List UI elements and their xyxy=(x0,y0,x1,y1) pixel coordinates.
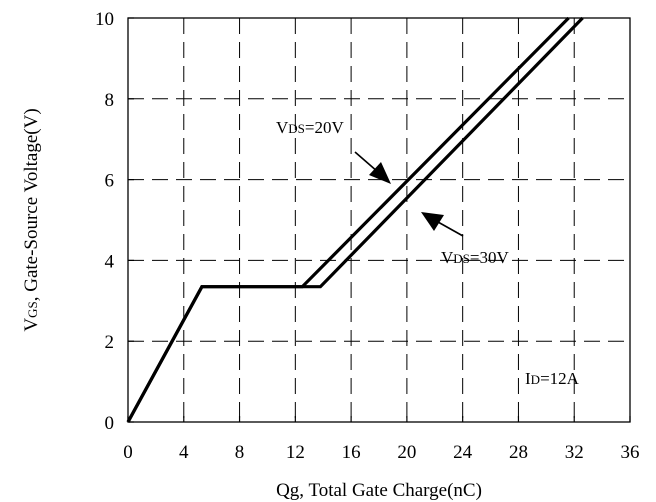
y-tick-label: 2 xyxy=(105,332,115,353)
vds-20v-label-main: V xyxy=(276,118,289,137)
x-tick-label: 32 xyxy=(565,442,584,463)
id-condition-main: I xyxy=(525,369,531,388)
x-tick-label: 8 xyxy=(235,442,245,463)
y-tick-label: 0 xyxy=(105,413,115,434)
x-axis-label: Qg, Total Gate Charge(nC) xyxy=(276,480,482,501)
id-condition-sub: D xyxy=(531,372,540,387)
y-axis-label: VGS, Gate-Source Voltage(V) xyxy=(21,108,42,331)
series-line-vds-20v xyxy=(126,16,570,423)
y-axis-label-rest: , Gate-Source Voltage(V) xyxy=(21,108,42,301)
id-condition-label: ID=12A xyxy=(525,369,580,388)
y-tick-label: 6 xyxy=(105,171,115,192)
y-tick-label: 8 xyxy=(105,90,115,111)
vds-30v-label-main: V xyxy=(441,248,454,267)
series-lines xyxy=(126,16,584,423)
y-tick-label: 10 xyxy=(95,9,114,30)
vds-30v-label-rest: =30V xyxy=(470,248,510,267)
vds-20v-label: VDS=20V xyxy=(276,118,344,137)
x-tick-label: 36 xyxy=(621,442,640,463)
series-line-vds-30v xyxy=(126,16,584,423)
vds-30v-arrow xyxy=(421,212,464,237)
x-tick-label: 4 xyxy=(179,442,189,463)
vds-20v-label-rest: =20V xyxy=(305,118,345,137)
vds-20v-arrow xyxy=(354,151,391,184)
x-tick-label: 24 xyxy=(453,442,473,463)
x-tick-label: 12 xyxy=(286,442,305,463)
id-condition-rest: =12A xyxy=(540,369,580,388)
x-tick-label: 0 xyxy=(123,442,133,463)
x-tick-label: 28 xyxy=(509,442,528,463)
grid-lines xyxy=(128,18,630,422)
y-tick-label: 4 xyxy=(105,251,115,272)
vds-20v-label-sub: DS xyxy=(288,121,305,136)
vds-30v-label-sub: DS xyxy=(453,251,470,266)
vds-30v-label: VDS=30V xyxy=(441,248,509,267)
plot-frame xyxy=(127,17,631,423)
x-tick-label: 16 xyxy=(342,442,361,463)
y-axis-label-main: V xyxy=(21,318,42,332)
tick-marks xyxy=(127,17,631,423)
x-tick-label: 20 xyxy=(397,442,416,463)
y-axis-label-sub: GS xyxy=(25,301,40,318)
